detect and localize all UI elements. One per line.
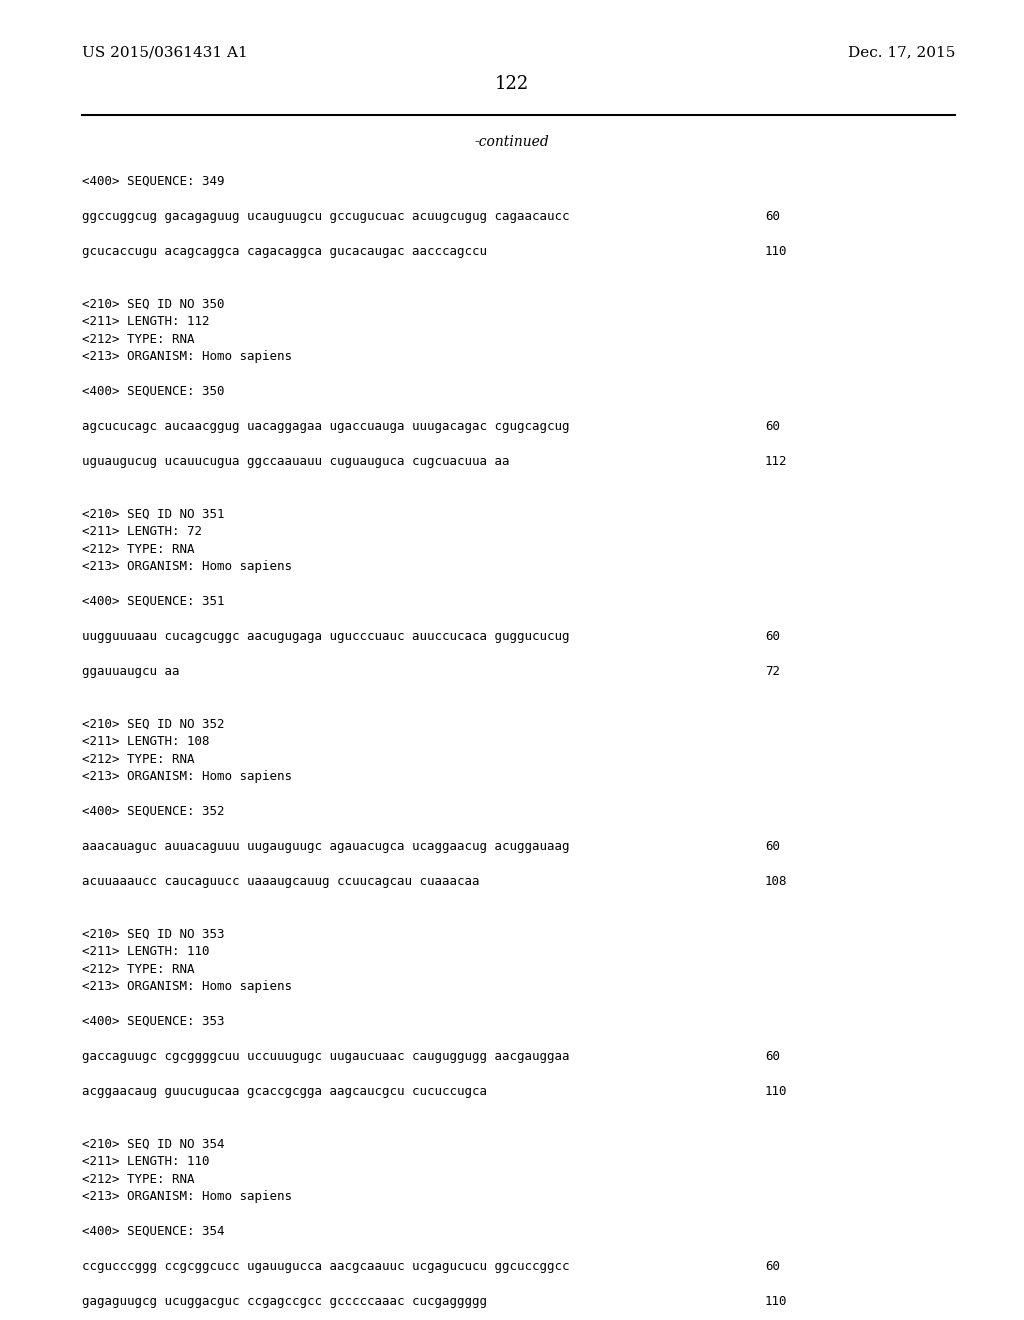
Text: ccgucccggg ccgcggcucc ugauugucca aacgcaauuc ucgagucucu ggcuccggcc: ccgucccggg ccgcggcucc ugauugucca aacgcaa… xyxy=(82,1261,569,1272)
Text: US 2015/0361431 A1: US 2015/0361431 A1 xyxy=(82,45,248,59)
Text: <400> SEQUENCE: 352: <400> SEQUENCE: 352 xyxy=(82,805,224,818)
Text: gaccaguugc cgcggggcuu uccuuugugc uugaucuaac cauguggugg aacgauggaa: gaccaguugc cgcggggcuu uccuuugugc uugaucu… xyxy=(82,1049,569,1063)
Text: 60: 60 xyxy=(765,1049,780,1063)
Text: <212> TYPE: RNA: <212> TYPE: RNA xyxy=(82,1172,195,1185)
Text: aaacauaguc auuacaguuu uugauguugc agauacugca ucaggaacug acuggauaag: aaacauaguc auuacaguuu uugauguugc agauacu… xyxy=(82,840,569,853)
Text: <211> LENGTH: 108: <211> LENGTH: 108 xyxy=(82,735,210,748)
Text: -continued: -continued xyxy=(475,135,549,149)
Text: <400> SEQUENCE: 351: <400> SEQUENCE: 351 xyxy=(82,595,224,609)
Text: <210> SEQ ID NO 352: <210> SEQ ID NO 352 xyxy=(82,718,224,730)
Text: acggaacaug guucugucaa gcaccgcgga aagcaucgcu cucuccugca: acggaacaug guucugucaa gcaccgcgga aagcauc… xyxy=(82,1085,487,1098)
Text: uguaugucug ucauucugua ggccaauauu cuguauguca cugcuacuua aa: uguaugucug ucauucugua ggccaauauu cuguaug… xyxy=(82,455,510,469)
Text: <212> TYPE: RNA: <212> TYPE: RNA xyxy=(82,543,195,556)
Text: <211> LENGTH: 112: <211> LENGTH: 112 xyxy=(82,315,210,327)
Text: <211> LENGTH: 110: <211> LENGTH: 110 xyxy=(82,1155,210,1168)
Text: <213> ORGANISM: Homo sapiens: <213> ORGANISM: Homo sapiens xyxy=(82,1191,292,1203)
Text: <212> TYPE: RNA: <212> TYPE: RNA xyxy=(82,752,195,766)
Text: 60: 60 xyxy=(765,630,780,643)
Text: <213> ORGANISM: Homo sapiens: <213> ORGANISM: Homo sapiens xyxy=(82,770,292,783)
Text: acuuaaaucc caucaguucc uaaaugcauug ccuucagcau cuaaacaa: acuuaaaucc caucaguucc uaaaugcauug ccuuca… xyxy=(82,875,479,888)
Text: <212> TYPE: RNA: <212> TYPE: RNA xyxy=(82,333,195,346)
Text: <400> SEQUENCE: 349: <400> SEQUENCE: 349 xyxy=(82,176,224,187)
Text: agcucucagc aucaacggug uacaggagaa ugaccuauga uuugacagac cgugcagcug: agcucucagc aucaacggug uacaggagaa ugaccua… xyxy=(82,420,569,433)
Text: <400> SEQUENCE: 350: <400> SEQUENCE: 350 xyxy=(82,385,224,399)
Text: <210> SEQ ID NO 350: <210> SEQ ID NO 350 xyxy=(82,297,224,310)
Text: gcucaccugu acagcaggca cagacaggca gucacaugac aacccagccu: gcucaccugu acagcaggca cagacaggca gucacau… xyxy=(82,246,487,257)
Text: 112: 112 xyxy=(765,455,787,469)
Text: <211> LENGTH: 72: <211> LENGTH: 72 xyxy=(82,525,202,539)
Text: <213> ORGANISM: Homo sapiens: <213> ORGANISM: Homo sapiens xyxy=(82,350,292,363)
Text: gagaguugcg ucuggacguc ccgagccgcc gcccccaaac cucgaggggg: gagaguugcg ucuggacguc ccgagccgcc gccccca… xyxy=(82,1295,487,1308)
Text: 72: 72 xyxy=(765,665,780,678)
Text: 60: 60 xyxy=(765,210,780,223)
Text: 108: 108 xyxy=(765,875,787,888)
Text: <213> ORGANISM: Homo sapiens: <213> ORGANISM: Homo sapiens xyxy=(82,979,292,993)
Text: uugguuuaau cucagcuggc aacugugaga ugucccuauc auuccucaca guggucucug: uugguuuaau cucagcuggc aacugugaga ugucccu… xyxy=(82,630,569,643)
Text: 110: 110 xyxy=(765,1085,787,1098)
Text: 110: 110 xyxy=(765,1295,787,1308)
Text: 122: 122 xyxy=(495,75,529,92)
Text: <210> SEQ ID NO 353: <210> SEQ ID NO 353 xyxy=(82,928,224,941)
Text: <210> SEQ ID NO 351: <210> SEQ ID NO 351 xyxy=(82,507,224,520)
Text: <211> LENGTH: 110: <211> LENGTH: 110 xyxy=(82,945,210,958)
Text: 60: 60 xyxy=(765,420,780,433)
Text: <400> SEQUENCE: 353: <400> SEQUENCE: 353 xyxy=(82,1015,224,1028)
Text: ggccuggcug gacagaguug ucauguugcu gccugucuac acuugcugug cagaacaucc: ggccuggcug gacagaguug ucauguugcu gccuguc… xyxy=(82,210,569,223)
Text: ggauuaugcu aa: ggauuaugcu aa xyxy=(82,665,179,678)
Text: 110: 110 xyxy=(765,246,787,257)
Text: <213> ORGANISM: Homo sapiens: <213> ORGANISM: Homo sapiens xyxy=(82,560,292,573)
Text: <400> SEQUENCE: 354: <400> SEQUENCE: 354 xyxy=(82,1225,224,1238)
Text: <210> SEQ ID NO 354: <210> SEQ ID NO 354 xyxy=(82,1138,224,1151)
Text: 60: 60 xyxy=(765,1261,780,1272)
Text: Dec. 17, 2015: Dec. 17, 2015 xyxy=(848,45,955,59)
Text: <212> TYPE: RNA: <212> TYPE: RNA xyxy=(82,962,195,975)
Text: 60: 60 xyxy=(765,840,780,853)
